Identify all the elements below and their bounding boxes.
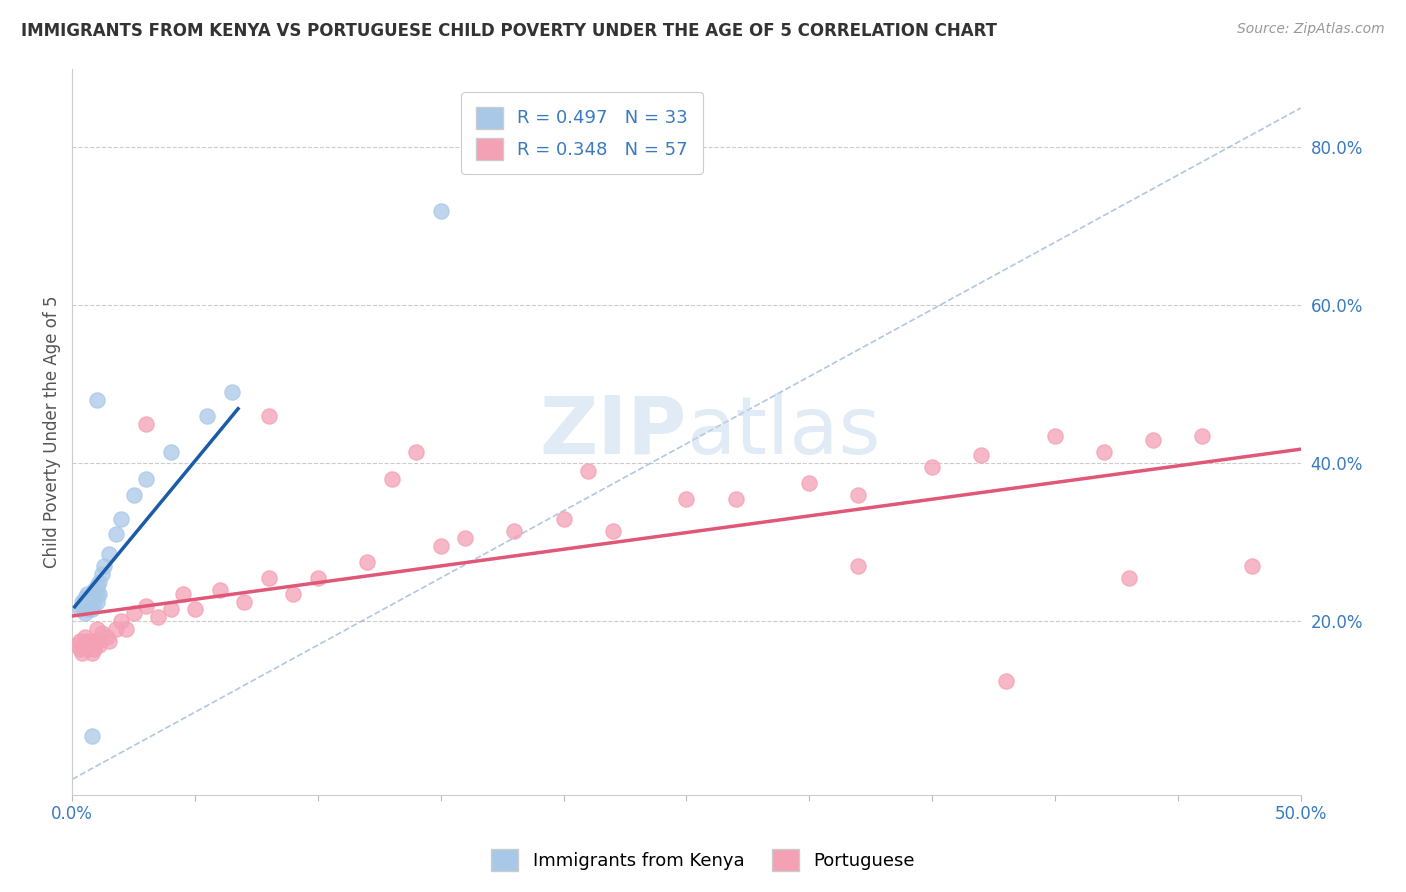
Point bbox=[76, 642, 98, 657]
Point bbox=[159, 602, 181, 616]
Point bbox=[257, 409, 280, 423]
Point bbox=[105, 527, 128, 541]
Text: atlas: atlas bbox=[686, 392, 880, 471]
Text: ZIP: ZIP bbox=[538, 392, 686, 471]
Point bbox=[79, 591, 101, 605]
Point bbox=[257, 571, 280, 585]
Point bbox=[69, 634, 91, 648]
Point bbox=[86, 594, 108, 608]
Point bbox=[172, 587, 194, 601]
Point bbox=[848, 488, 870, 502]
Point bbox=[970, 449, 993, 463]
Point bbox=[356, 555, 378, 569]
Point bbox=[503, 524, 526, 538]
Point bbox=[89, 638, 111, 652]
Point bbox=[405, 444, 427, 458]
Point bbox=[110, 511, 132, 525]
Point bbox=[70, 646, 93, 660]
Point bbox=[921, 460, 943, 475]
Point bbox=[73, 607, 96, 621]
Point bbox=[381, 472, 404, 486]
Point bbox=[80, 634, 103, 648]
Point bbox=[1191, 428, 1213, 442]
Point bbox=[1240, 559, 1263, 574]
Point bbox=[73, 591, 96, 605]
Point bbox=[79, 638, 101, 652]
Point bbox=[848, 559, 870, 574]
Legend: Immigrants from Kenya, Portuguese: Immigrants from Kenya, Portuguese bbox=[484, 842, 922, 879]
Legend: R = 0.497   N = 33, R = 0.348   N = 57: R = 0.497 N = 33, R = 0.348 N = 57 bbox=[461, 92, 703, 174]
Point bbox=[208, 582, 231, 597]
Point bbox=[80, 729, 103, 743]
Point bbox=[105, 622, 128, 636]
Point bbox=[86, 634, 108, 648]
Point bbox=[454, 532, 477, 546]
Point bbox=[70, 599, 93, 613]
Point bbox=[1118, 571, 1140, 585]
Point bbox=[89, 574, 111, 589]
Point bbox=[1092, 444, 1115, 458]
Point bbox=[80, 646, 103, 660]
Point bbox=[233, 594, 256, 608]
Text: IMMIGRANTS FROM KENYA VS PORTUGUESE CHILD POVERTY UNDER THE AGE OF 5 CORRELATION: IMMIGRANTS FROM KENYA VS PORTUGUESE CHIL… bbox=[21, 22, 997, 40]
Point bbox=[83, 594, 105, 608]
Point bbox=[96, 630, 118, 644]
Point bbox=[69, 602, 91, 616]
Point bbox=[73, 638, 96, 652]
Point bbox=[429, 539, 451, 553]
Point bbox=[79, 599, 101, 613]
Point bbox=[90, 626, 112, 640]
Point bbox=[553, 511, 575, 525]
Point bbox=[76, 587, 98, 601]
Point bbox=[83, 582, 105, 597]
Point bbox=[70, 594, 93, 608]
Point bbox=[602, 524, 624, 538]
Point bbox=[135, 417, 157, 431]
Point bbox=[122, 607, 145, 621]
Point bbox=[76, 602, 98, 616]
Point bbox=[159, 444, 181, 458]
Point bbox=[799, 476, 821, 491]
Point bbox=[122, 488, 145, 502]
Point bbox=[994, 673, 1017, 688]
Point bbox=[110, 615, 132, 629]
Point bbox=[429, 203, 451, 218]
Point bbox=[90, 566, 112, 581]
Point bbox=[221, 385, 243, 400]
Point bbox=[89, 587, 111, 601]
Point bbox=[135, 599, 157, 613]
Point bbox=[80, 602, 103, 616]
Point bbox=[115, 622, 138, 636]
Text: Source: ZipAtlas.com: Source: ZipAtlas.com bbox=[1237, 22, 1385, 37]
Point bbox=[1142, 433, 1164, 447]
Point bbox=[98, 634, 121, 648]
Point bbox=[184, 602, 207, 616]
Point bbox=[76, 594, 98, 608]
Point bbox=[83, 642, 105, 657]
Point bbox=[576, 464, 599, 478]
Point bbox=[307, 571, 329, 585]
Point bbox=[86, 622, 108, 636]
Point bbox=[283, 587, 305, 601]
Point bbox=[1043, 428, 1066, 442]
Point bbox=[80, 587, 103, 601]
Point bbox=[69, 642, 91, 657]
Point bbox=[675, 491, 697, 506]
Point bbox=[73, 630, 96, 644]
Point bbox=[76, 634, 98, 648]
Point bbox=[724, 491, 747, 506]
Point bbox=[148, 610, 170, 624]
Point bbox=[73, 599, 96, 613]
Point bbox=[86, 393, 108, 408]
Point bbox=[86, 579, 108, 593]
Y-axis label: Child Poverty Under the Age of 5: Child Poverty Under the Age of 5 bbox=[44, 295, 60, 568]
Point bbox=[98, 547, 121, 561]
Point bbox=[195, 409, 218, 423]
Point bbox=[93, 559, 115, 574]
Point bbox=[66, 638, 89, 652]
Point bbox=[135, 472, 157, 486]
Point bbox=[86, 587, 108, 601]
